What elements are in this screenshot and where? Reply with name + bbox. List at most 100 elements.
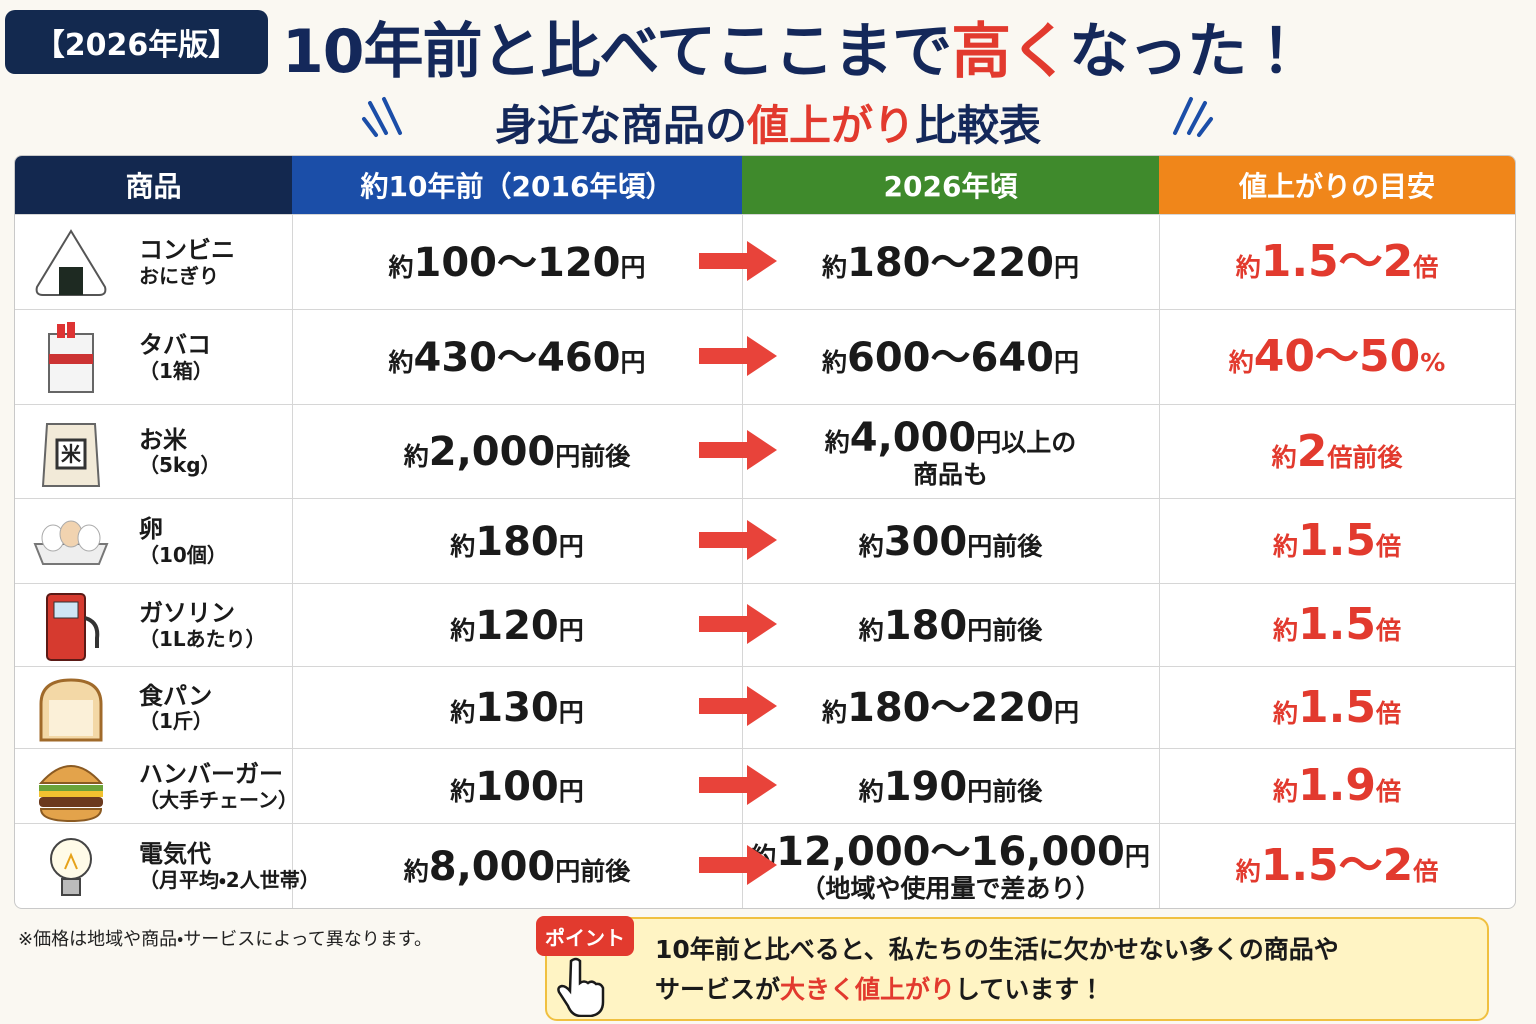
value-part: 倍: [1375, 777, 1401, 807]
value-line: 約4,000円以上の: [825, 415, 1077, 461]
value-part: 180: [883, 602, 968, 649]
icon-shape: [64, 851, 78, 869]
table-row: コンビニ おにぎり 約100〜120円 約180〜220円 約1.5〜2倍: [15, 214, 1515, 310]
icon-shape: [1187, 101, 1207, 135]
value-part: 1.5: [1298, 681, 1376, 733]
increase-cell: 約1.5倍: [1159, 667, 1515, 749]
value-part: 2: [1296, 425, 1328, 477]
value-part: 約: [1273, 532, 1299, 562]
point-part: サービスが: [655, 975, 781, 1004]
icon-shape: [39, 790, 103, 797]
value-part: 倍: [1375, 698, 1401, 728]
value-line: 約100〜120円: [388, 240, 645, 286]
value-part: 40〜50: [1253, 331, 1421, 383]
value-line: 約1.5倍: [1273, 681, 1401, 734]
arrow: [699, 430, 777, 470]
name-line: コンビニ: [139, 236, 235, 265]
value-line: 約430〜460円: [388, 335, 645, 381]
icon-shape: [77, 524, 101, 551]
value-line: 約8,000円前後: [404, 844, 631, 890]
value-line: 約40〜50%: [1228, 331, 1446, 383]
value-line: 約1.5倍: [1273, 599, 1401, 651]
value-part: 円前後: [967, 776, 1043, 806]
name-cell: ハンバーガー （大手チェーン）: [15, 749, 298, 824]
icon-shape: [699, 603, 777, 644]
table-row: 食パン （1斤） 約130円 約180〜220円 約1.5倍: [15, 666, 1515, 749]
value-part: 約: [403, 442, 429, 471]
product-name: ハンバーガー （大手チェーン）: [139, 749, 298, 824]
product-name: 卵（10個）: [139, 499, 227, 584]
table-row: 電気代（月平均・2人世帯）約8,000円前後約12,000〜16,000円（地域…: [15, 823, 1515, 908]
value-part: 1.5〜2: [1260, 236, 1414, 288]
value-part: 円: [558, 776, 584, 806]
value-part: 約: [1273, 777, 1299, 807]
value-part: 約: [450, 776, 476, 806]
value-part: 約: [858, 615, 884, 645]
name-cell: ガソリン （1Lあたり）: [15, 584, 293, 667]
increase-cell: 約1.5〜2倍: [1159, 824, 1515, 908]
product-name: 食パン （1斤）: [139, 667, 213, 749]
icon-shape: [39, 807, 103, 822]
value-part: 約: [858, 531, 884, 561]
before-cell: 約2,000円前後: [292, 405, 743, 499]
value-part: 1.9: [1298, 760, 1376, 812]
name-line: 電気代: [139, 840, 211, 869]
increase-cell: 約1.9倍: [1159, 749, 1515, 824]
value-line: 約2,000円前後: [404, 429, 631, 475]
point-line: サービスが大きく値上がりしています！: [655, 970, 1104, 1006]
value-part: 8,000: [428, 843, 556, 890]
value-part: 約: [821, 698, 847, 727]
product-icon: [46, 592, 100, 661]
value-line: 約1.5〜2倍: [1236, 840, 1439, 892]
value-part: 約: [1228, 348, 1254, 378]
value-part: 倍: [1375, 532, 1401, 562]
icon-shape: [699, 764, 777, 805]
increase-cell: 約1.5倍: [1159, 499, 1515, 584]
subtitle-part: 比較表: [915, 100, 1042, 150]
before-cell: 約100円: [292, 749, 743, 824]
icon-shape: [57, 323, 65, 338]
name-line: （5kg）: [139, 453, 221, 478]
value-part: 円以上の: [976, 427, 1077, 457]
icon-shape: [49, 700, 93, 736]
value-part: 約: [821, 252, 847, 282]
after-cell: 約180〜220円: [742, 667, 1160, 749]
value-part: 円: [558, 615, 584, 645]
value-part: 倍: [1413, 857, 1439, 887]
after-cell: 約190円前後: [742, 749, 1160, 824]
point-box: [545, 917, 1489, 1021]
icon-shape: [55, 438, 87, 470]
name-line: （1箱）: [139, 358, 213, 383]
before-cell: 約430〜460円: [292, 310, 743, 405]
icon-shape: [699, 686, 777, 726]
after-cell: 約180円前後: [742, 584, 1160, 667]
value-part: 円: [558, 698, 584, 727]
before-cell: 約8,000円前後: [292, 824, 743, 908]
increase-cell: 約40〜50%: [1159, 310, 1515, 405]
product-name: コンビニ おにぎり: [139, 215, 235, 310]
product-name: ガソリン （1Lあたり）: [139, 584, 266, 667]
product-name: タバコ （1箱）: [139, 310, 213, 405]
value-line: 約12,000〜16,000円: [751, 829, 1150, 875]
column-header: 商品: [15, 156, 294, 214]
subtitle: 身近な商品の 値上がり 比較表: [0, 92, 1536, 152]
value-part: 約: [403, 856, 429, 886]
value-part: 約: [450, 615, 476, 645]
value-part: 約: [450, 698, 476, 727]
increase-cell: 約1.5倍: [1159, 584, 1515, 667]
table-row: タバコ （1箱） 約430〜460円 約600〜640円 約40〜50%: [15, 309, 1515, 405]
name-line: （大手チェーン）: [139, 787, 298, 812]
value-part: 1.5: [1298, 515, 1376, 567]
table-row: 米お米 （5kg） 約2,000円前後 約4,000円以上の 商品も 約2倍前後: [15, 404, 1515, 499]
value-part: 約: [824, 427, 850, 457]
value-part: 約: [1273, 616, 1299, 646]
name-line: （10個）: [139, 542, 227, 567]
increase-cell: 約1.5〜2倍: [1159, 215, 1515, 310]
hand: [557, 957, 605, 1017]
name-line: お米: [139, 425, 187, 454]
table-row: ガソリン （1Lあたり） 約120円 約180円前後 約1.5倍: [15, 583, 1515, 667]
value-part: 倍前後: [1327, 442, 1403, 472]
before-cell: 約180円: [292, 499, 743, 584]
value-part: 12,000〜16,000: [776, 829, 1125, 876]
value-line: 約100円: [450, 764, 584, 810]
